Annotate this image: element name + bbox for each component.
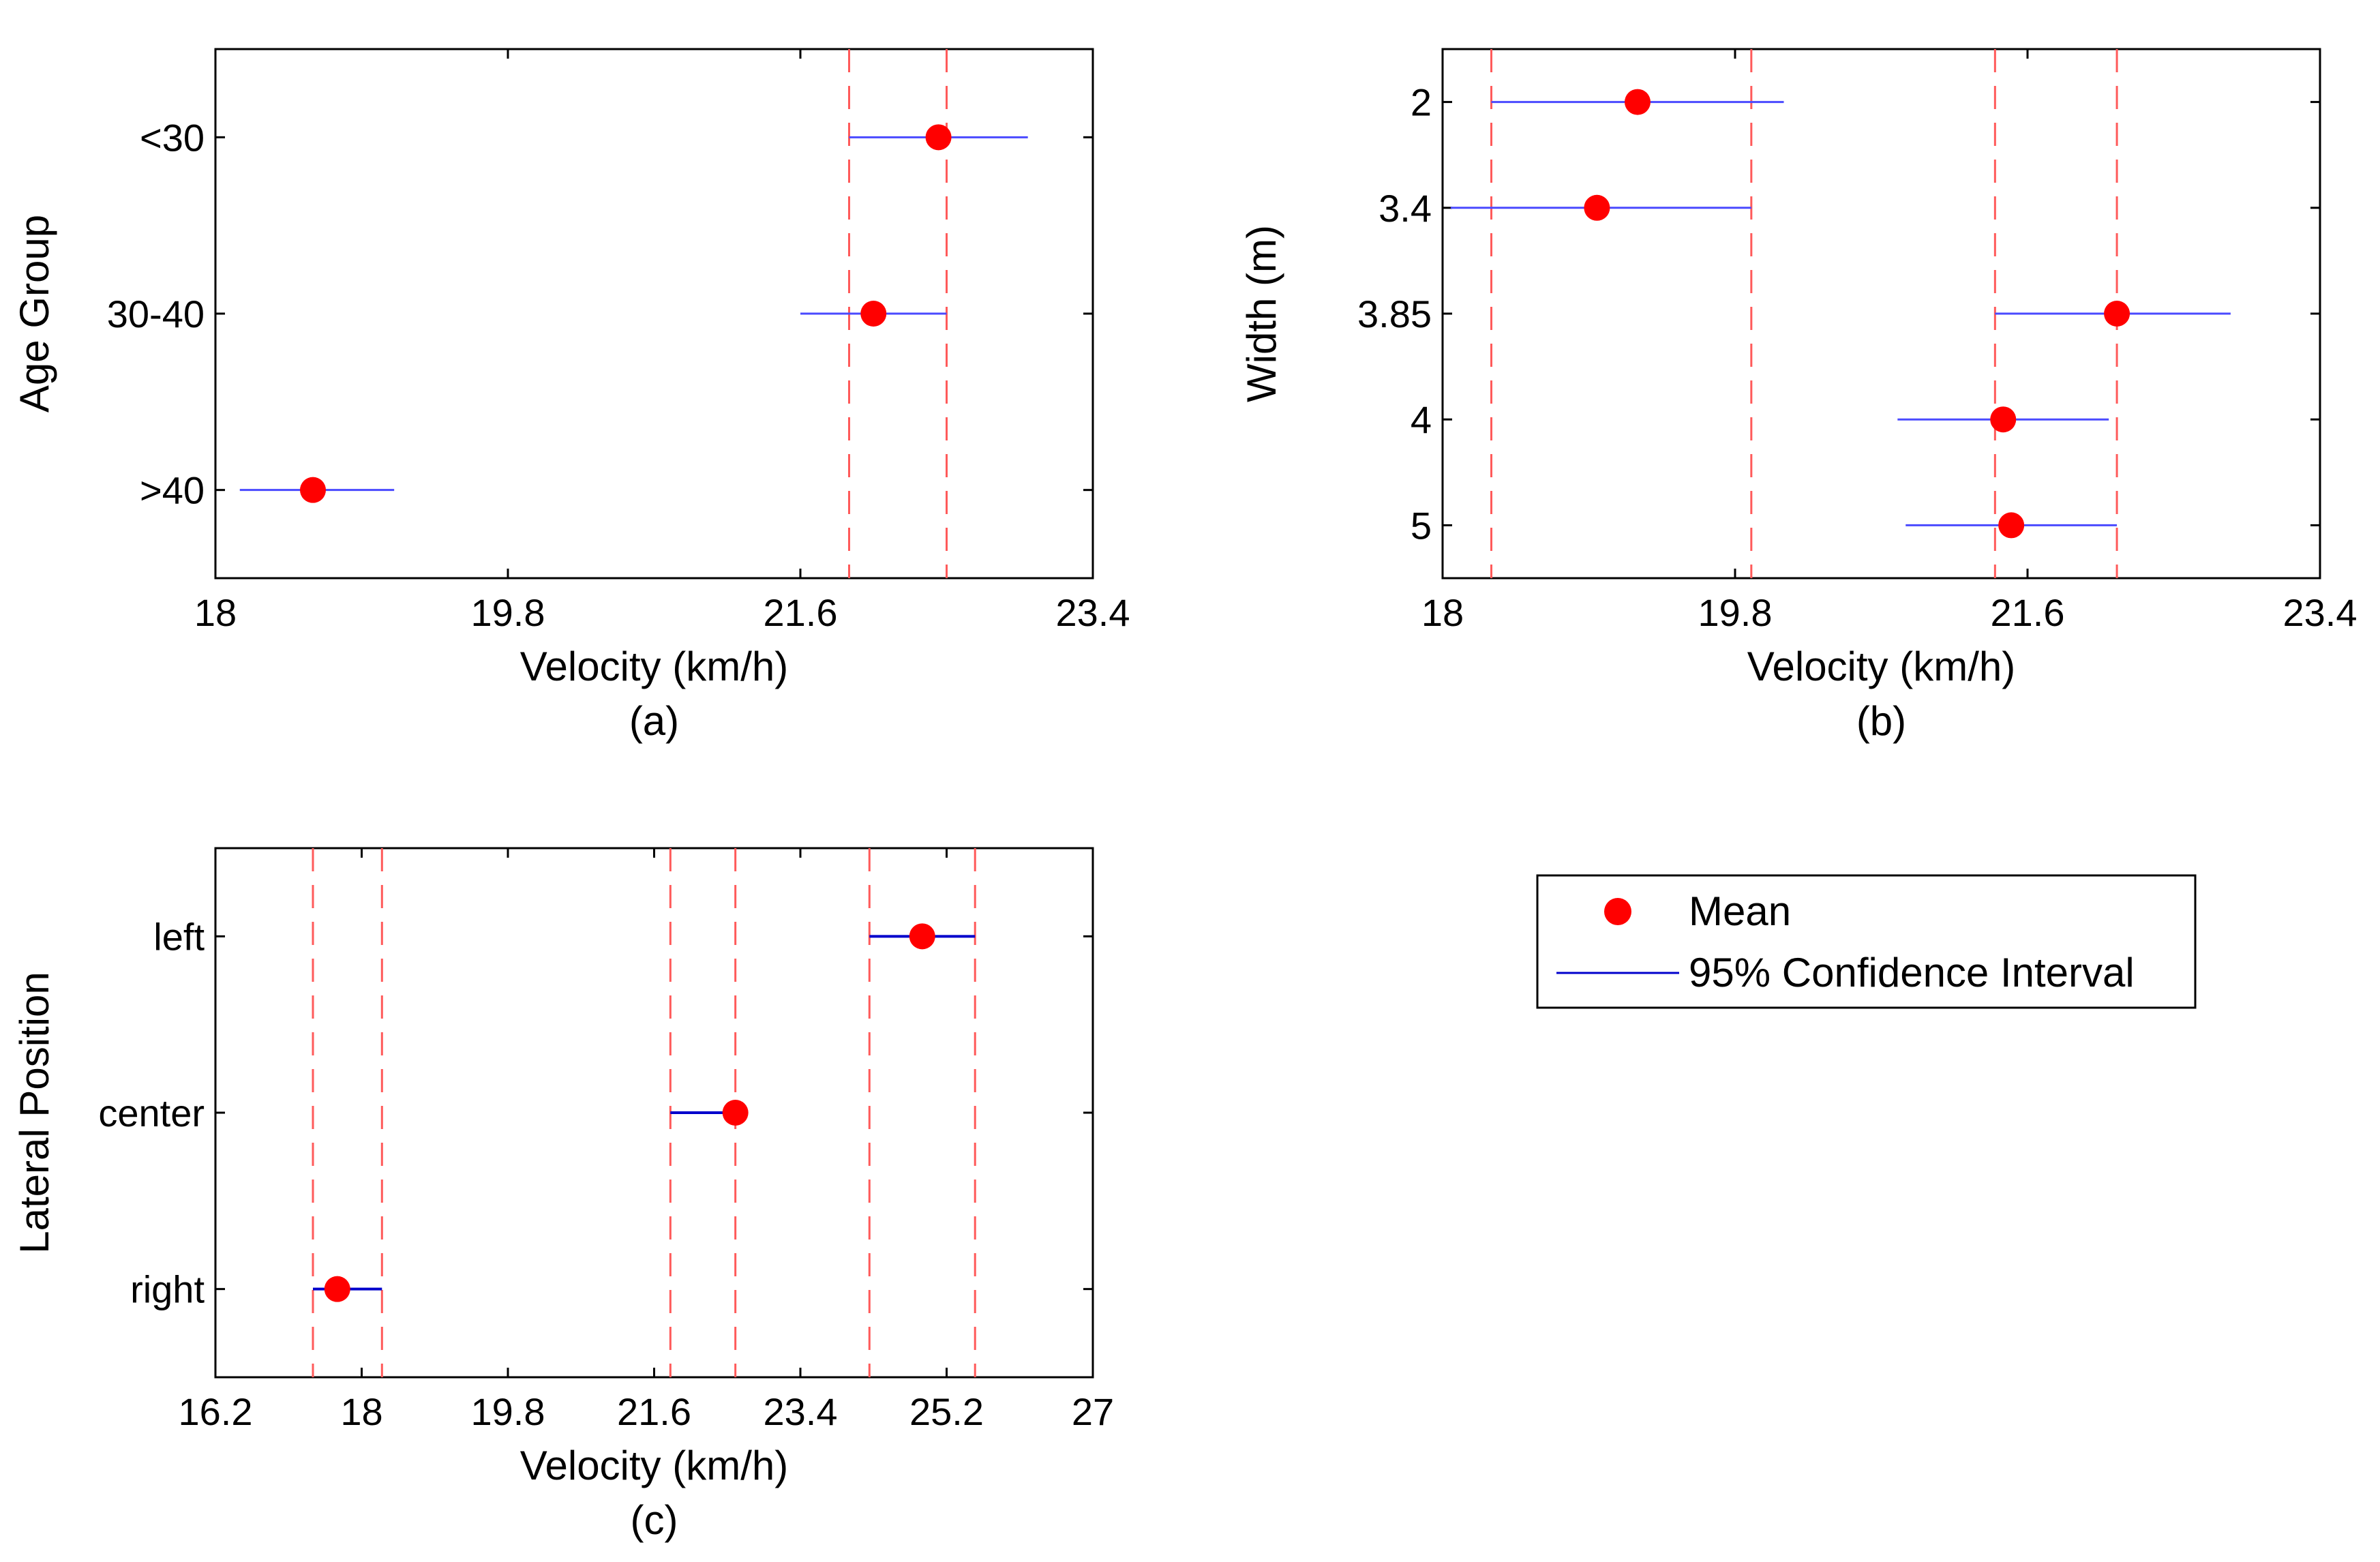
panel-label: (a) <box>629 698 679 744</box>
legend: Mean 95% Confidence Interval <box>1537 875 2195 1008</box>
mean-marker <box>723 1100 749 1126</box>
mean-marker <box>325 1276 350 1302</box>
plot-frame <box>215 848 1093 1377</box>
y-axis-label: Width (m) <box>1239 225 1284 402</box>
mean-marker <box>300 477 326 503</box>
panel-label: (b) <box>1856 698 1906 744</box>
x-tick-label: 18 <box>340 1390 382 1433</box>
panel-a: 18 19.8 21.6 23.4 <30 30-40 >40 Velocity (km/h)… <box>12 49 1130 744</box>
y-tick-label: 3.4 <box>1379 187 1432 230</box>
y-tick-label: >40 <box>140 469 205 512</box>
y-tick-label: 3.85 <box>1357 292 1432 335</box>
x-tick-label: 19.8 <box>1698 591 1773 634</box>
y-tick-label: 2 <box>1411 81 1432 124</box>
mean-marker <box>1625 89 1651 115</box>
x-tick-label: 19.8 <box>471 591 545 634</box>
x-tick-label: 21.6 <box>617 1390 691 1433</box>
mean-marker <box>2104 301 2130 327</box>
x-tick-label: 27 <box>1072 1390 1114 1433</box>
mean-marker <box>1584 195 1610 221</box>
mean-marker <box>909 923 935 949</box>
x-tick-label: 23.4 <box>764 1390 838 1433</box>
x-tick-label: 25.2 <box>909 1390 984 1433</box>
x-tick-label: 21.6 <box>764 591 838 634</box>
x-tick-label: 19.8 <box>471 1390 545 1433</box>
legend-ci-label: 95% Confidence Interval <box>1689 950 2135 995</box>
y-tick-label: center <box>98 1092 205 1135</box>
y-axis-label: Age Group <box>12 215 57 412</box>
mean-marker <box>1990 406 2016 432</box>
y-tick-label: <30 <box>140 116 205 159</box>
panel-c: 16.2 18 19.8 21.6 23.4 25.2 27 left center right V… <box>12 848 1114 1543</box>
x-tick-label: 21.6 <box>1991 591 2065 634</box>
x-tick-label: 18 <box>194 591 237 634</box>
y-tick-label: 30-40 <box>107 292 205 335</box>
x-axis-label: Velocity (km/h) <box>520 1443 788 1488</box>
y-tick-label: right <box>130 1268 205 1311</box>
x-axis-label: Velocity (km/h) <box>1747 644 2015 689</box>
x-tick-label: 16.2 <box>179 1390 253 1433</box>
panel-label: (c) <box>631 1497 678 1543</box>
plot-frame <box>215 49 1093 578</box>
x-axis-label: Velocity (km/h) <box>520 644 788 689</box>
figure: 18 19.8 21.6 23.4<3030-40>40Velocity (km/h)… <box>0 0 2380 1562</box>
x-tick-label: 18 <box>1421 591 1464 634</box>
mean-marker <box>860 301 886 327</box>
y-tick-label: 4 <box>1411 398 1432 441</box>
y-tick-label: left <box>153 915 205 958</box>
legend-mean-label: Mean <box>1689 888 1791 934</box>
mean-marker <box>1998 512 2024 538</box>
x-tick-label: 23.4 <box>2283 591 2358 634</box>
x-tick-label: 23.4 <box>1056 591 1130 634</box>
y-tick-label: 5 <box>1411 504 1432 547</box>
mean-marker <box>926 124 952 150</box>
legend-mean-marker <box>1604 898 1631 925</box>
y-axis-label: Lateral Position <box>12 972 57 1254</box>
